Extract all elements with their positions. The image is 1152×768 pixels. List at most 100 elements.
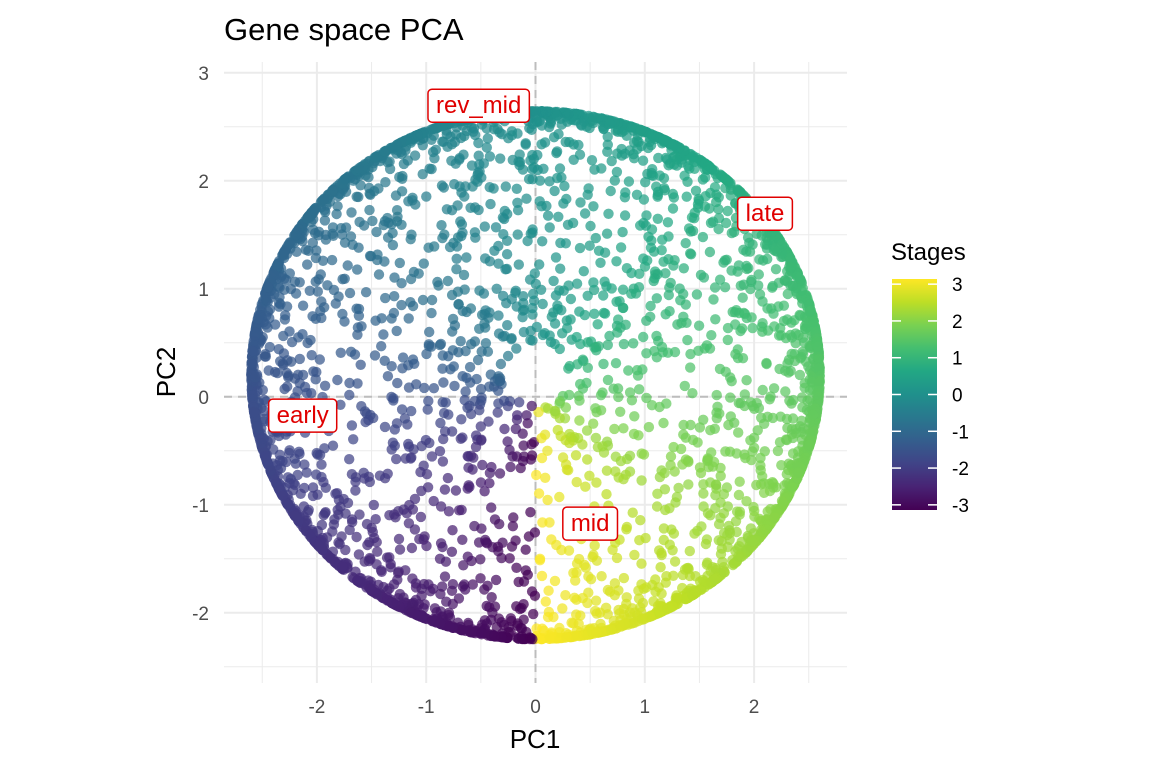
- data-point: [549, 185, 560, 197]
- data-point: [518, 298, 529, 309]
- data-point: [709, 182, 721, 193]
- data-point: [427, 583, 439, 594]
- data-point: [704, 246, 716, 258]
- data-point: [447, 525, 458, 536]
- data-point: [680, 432, 691, 443]
- data-point: [533, 406, 544, 418]
- data-point: [621, 521, 633, 533]
- data-point: [639, 261, 651, 272]
- data-point: [725, 392, 736, 403]
- data-point: [628, 428, 640, 440]
- data-point: [544, 121, 555, 133]
- data-point: [508, 512, 519, 523]
- data-point: [710, 479, 722, 490]
- data-point: [494, 468, 506, 479]
- data-point: [470, 232, 481, 243]
- data-point: [780, 386, 791, 397]
- data-point: [473, 150, 484, 161]
- data-point: [481, 600, 492, 612]
- data-point: [502, 436, 513, 447]
- data-point: [619, 210, 631, 221]
- data-point: [608, 615, 619, 627]
- data-point: [384, 510, 395, 521]
- data-point: [770, 264, 782, 275]
- data-point: [637, 155, 649, 166]
- data-point: [597, 387, 608, 398]
- data-point: [476, 172, 487, 183]
- data-point: [741, 263, 753, 275]
- data-point: [726, 227, 737, 239]
- data-point: [494, 375, 506, 387]
- data-point: [801, 317, 812, 329]
- data-point: [645, 300, 656, 312]
- annotation-box: [267, 398, 338, 433]
- data-point: [813, 353, 824, 364]
- data-point: [619, 192, 631, 203]
- data-point: [747, 400, 758, 412]
- data-point: [710, 314, 721, 325]
- data-point: [379, 421, 391, 433]
- data-point: [304, 285, 315, 296]
- data-point: [542, 445, 553, 456]
- data-point: [773, 330, 785, 341]
- data-point: [718, 489, 730, 500]
- data-point: [512, 205, 524, 216]
- data-point: [701, 534, 713, 545]
- data-point: [469, 202, 481, 213]
- data-point: [685, 226, 696, 237]
- data-point: [554, 343, 565, 355]
- data-point: [476, 392, 487, 403]
- data-point: [794, 309, 805, 321]
- data-point: [463, 480, 474, 491]
- data-point: [735, 398, 746, 409]
- data-point: [498, 395, 510, 406]
- data-point: [397, 173, 408, 184]
- data-point: [664, 539, 675, 550]
- data-point: [577, 592, 588, 604]
- data-point: [459, 130, 470, 142]
- data-point: [444, 621, 455, 632]
- data-point: [571, 630, 582, 641]
- data-point: [449, 136, 461, 148]
- data-point: [473, 137, 484, 149]
- data-point: [725, 184, 737, 195]
- data-point: [289, 479, 301, 491]
- data-point: [724, 446, 736, 457]
- data-point: [567, 217, 579, 229]
- data-point: [431, 123, 442, 134]
- data-point: [391, 205, 403, 216]
- data-point: [715, 470, 726, 482]
- data-point: [344, 287, 356, 299]
- data-point: [641, 392, 652, 404]
- data-point: [609, 175, 620, 186]
- data-point: [481, 142, 492, 153]
- data-point: [464, 361, 476, 373]
- data-point: [386, 361, 397, 372]
- data-point: [461, 252, 472, 263]
- data-point: [669, 466, 680, 477]
- data-point: [423, 395, 434, 407]
- data-point: [662, 217, 674, 228]
- data-point: [318, 193, 330, 205]
- data-point: [483, 416, 494, 427]
- data-point: [618, 338, 630, 350]
- data-point: [376, 341, 387, 352]
- data-point: [755, 465, 766, 476]
- data-point: [311, 366, 322, 378]
- data-point: [549, 575, 561, 587]
- data-point: [511, 562, 522, 573]
- data-point: [426, 451, 438, 462]
- data-point: [632, 143, 643, 155]
- data-point: [736, 551, 747, 562]
- data-point: [313, 540, 324, 551]
- data-point: [531, 623, 542, 634]
- data-point: [667, 188, 679, 200]
- data-point: [797, 402, 808, 413]
- data-point: [417, 294, 429, 306]
- data-point: [480, 338, 492, 349]
- data-point: [739, 308, 751, 320]
- data-point: [534, 115, 545, 127]
- data-point: [530, 106, 541, 117]
- data-point: [529, 268, 540, 279]
- data-point: [654, 545, 665, 556]
